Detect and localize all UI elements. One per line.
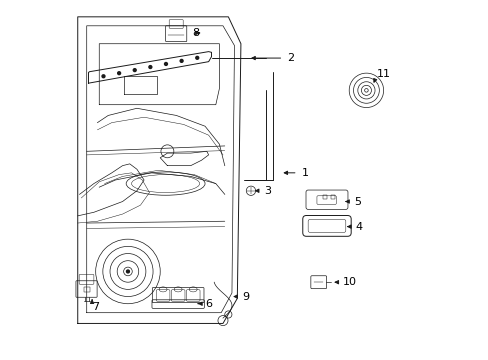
Text: 3: 3 <box>264 186 271 196</box>
Circle shape <box>117 71 121 75</box>
Circle shape <box>126 270 129 273</box>
Circle shape <box>101 74 105 78</box>
Circle shape <box>132 68 137 72</box>
Text: 9: 9 <box>242 292 249 302</box>
Bar <box>323 195 326 199</box>
Bar <box>330 195 334 199</box>
Circle shape <box>148 65 152 69</box>
Circle shape <box>195 56 199 60</box>
Text: 10: 10 <box>343 277 356 287</box>
Text: 11: 11 <box>376 69 390 79</box>
Text: 1: 1 <box>301 168 308 178</box>
Text: 6: 6 <box>204 299 212 309</box>
Text: 8: 8 <box>192 28 199 38</box>
Text: 4: 4 <box>355 222 362 231</box>
Text: 2: 2 <box>287 53 294 63</box>
Text: 5: 5 <box>353 197 360 207</box>
Text: 7: 7 <box>92 302 99 312</box>
Circle shape <box>163 62 168 66</box>
Bar <box>83 287 89 292</box>
Circle shape <box>179 59 183 63</box>
